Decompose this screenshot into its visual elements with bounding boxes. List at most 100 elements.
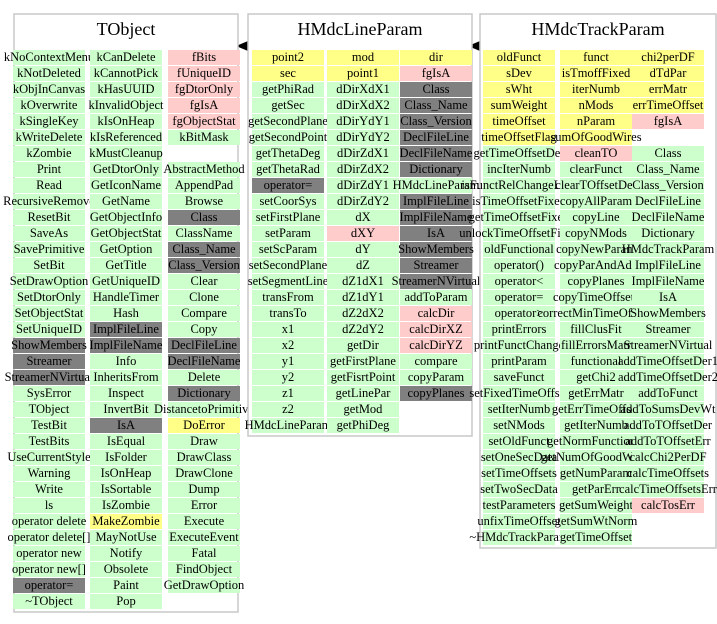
member-cell: [327, 338, 399, 353]
member-name: HMdcLineParam: [393, 178, 480, 192]
member-cell: [90, 466, 162, 481]
member-cell: [400, 162, 472, 177]
member-cell: [632, 466, 704, 481]
member-cell: [252, 146, 324, 161]
member-cell: [90, 226, 162, 241]
member-name: ResetBit: [27, 210, 71, 224]
member-cell: [13, 402, 85, 417]
member-cell: [13, 50, 85, 65]
member-cell: [560, 418, 632, 433]
member-name: Inspect: [108, 386, 145, 400]
member-name: IsEqual: [107, 434, 146, 448]
member-name: IsOnHeap: [101, 466, 152, 480]
member-cell: [90, 354, 162, 369]
member-name: addTimeOffsetDer2: [618, 370, 717, 384]
member-cell: [252, 338, 324, 353]
member-name: kSingleKey: [19, 114, 79, 128]
member-name: dDirZdX1: [337, 146, 389, 160]
member-cell: [90, 402, 162, 417]
member-name: transFrom: [262, 290, 314, 304]
member-name: SetUniqueID: [16, 322, 82, 336]
member-cell: [90, 290, 162, 305]
member-name: Class_Name: [404, 98, 468, 112]
member-cell: [632, 274, 704, 289]
member-name: setFirstPlane: [256, 210, 321, 224]
member-cell: [13, 514, 85, 529]
member-name: setCoorSys: [260, 194, 317, 208]
member-name: GetTitle: [105, 258, 147, 272]
member-cell: [90, 562, 162, 577]
member-cell: [168, 354, 240, 369]
member-cell: [327, 194, 399, 209]
member-name: kZombie: [26, 146, 72, 160]
member-name: SetDtorOnly: [17, 290, 82, 304]
member-cell: [168, 386, 240, 401]
member-cell: [168, 114, 240, 129]
member-name: TObject: [29, 402, 70, 416]
member-name: Info: [116, 354, 137, 368]
member-cell: [13, 562, 85, 577]
member-cell: [327, 130, 399, 145]
member-name: compare: [414, 354, 457, 368]
member-cell: [90, 338, 162, 353]
member-cell: [168, 194, 240, 209]
member-cell: [13, 594, 85, 609]
member-cell: [560, 66, 632, 81]
member-cell: [13, 306, 85, 321]
member-cell: [483, 482, 555, 497]
member-name: SaveAs: [30, 226, 68, 240]
member-name: TestBits: [29, 434, 70, 448]
member-name: getSecondPoint: [249, 130, 328, 144]
member-cell: [168, 322, 240, 337]
member-name: kObjInCanvas: [13, 82, 85, 96]
member-name: fillClusFit: [570, 322, 622, 336]
member-cell: [327, 354, 399, 369]
member-cell: [632, 354, 704, 369]
member-name: copyParam: [408, 370, 465, 384]
member-name: copyNMods: [565, 226, 627, 240]
member-name: unfixTimeOffset: [477, 514, 561, 528]
member-cell: [168, 466, 240, 481]
member-cell: [400, 274, 472, 289]
member-cell: [13, 82, 85, 97]
member-cell: [168, 82, 240, 97]
member-name: Class_Version: [168, 258, 240, 272]
member-name: setParam: [265, 226, 311, 240]
member-cell: [483, 530, 555, 545]
member-name: Streamer: [26, 354, 72, 368]
member-cell: [13, 482, 85, 497]
member-name: SetDrawOption: [10, 274, 89, 288]
member-name: kHasUUID: [98, 82, 155, 96]
member-name: InvertBit: [103, 402, 149, 416]
member-cell: [483, 226, 555, 241]
member-name: UseCurrentStyle: [7, 450, 91, 464]
member-name: operator=: [25, 578, 74, 592]
member-cell: [168, 546, 240, 561]
member-name: Streamer: [413, 258, 459, 272]
member-cell: [13, 386, 85, 401]
member-name: SavePrimitive: [14, 242, 85, 256]
member-name: correctMinTimeOffsets: [537, 306, 654, 320]
member-cell: [13, 226, 85, 241]
member-cell: [400, 322, 472, 337]
member-name: dDirXdX1: [336, 82, 389, 96]
member-cell: [13, 194, 85, 209]
member-cell: [560, 530, 632, 545]
member-name: DeclFileLine: [635, 194, 701, 208]
member-name: ~TObject: [25, 594, 73, 608]
member-name: Write: [35, 482, 63, 496]
member-name: copyLine: [572, 210, 620, 224]
member-name: dZ: [356, 258, 370, 272]
member-cell: [560, 226, 632, 241]
member-cell: [400, 194, 472, 209]
member-cell: [168, 130, 240, 145]
member-name: GetDrawOption: [164, 578, 245, 592]
member-name: operator delete: [12, 514, 87, 528]
member-cell: [13, 530, 85, 545]
member-name: getSec: [271, 98, 305, 112]
member-cell: [90, 386, 162, 401]
member-cell: [90, 482, 162, 497]
member-name: ImplFileLine: [93, 322, 159, 336]
member-name: ShowMembers: [630, 306, 706, 320]
member-cell: [252, 130, 324, 145]
